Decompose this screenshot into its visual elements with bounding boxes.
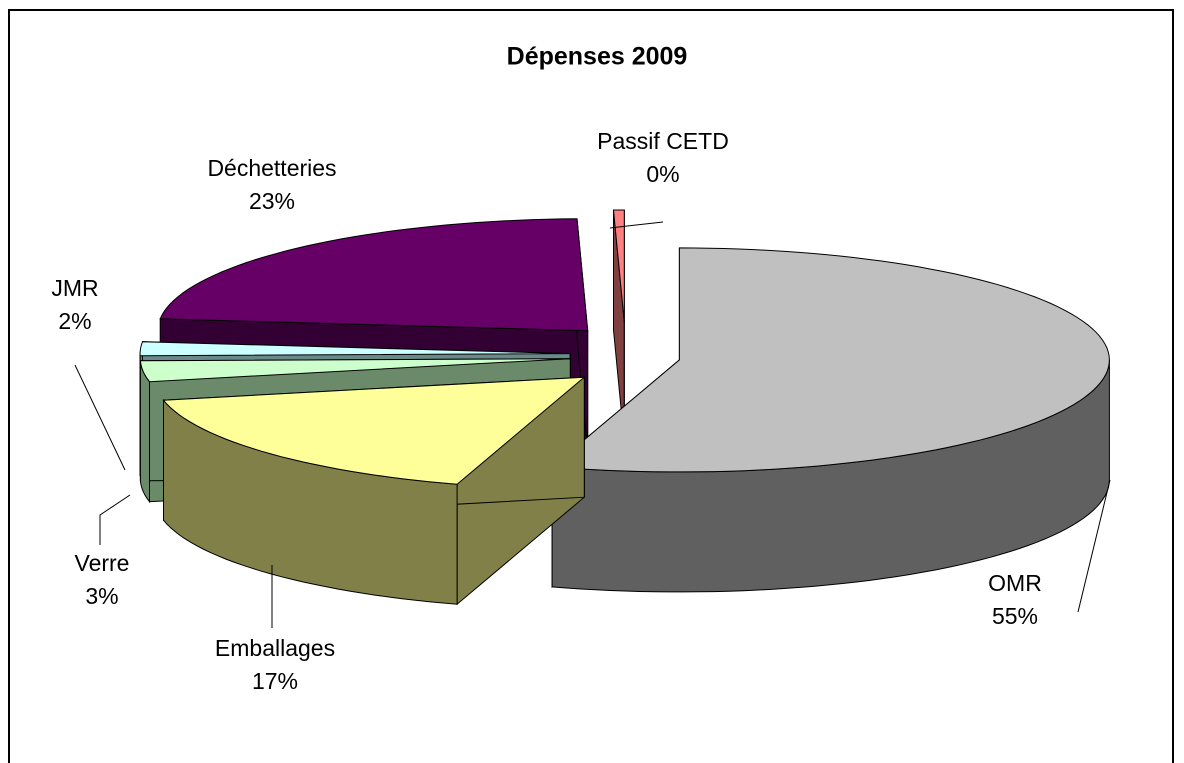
labels: OMR 55% Emballages 17% Verre 3% JMR 2% Déchetter… bbox=[51, 128, 1111, 694]
slice-value-label: 2% bbox=[58, 308, 91, 334]
leader-line bbox=[74, 364, 126, 471]
slice bbox=[550, 247, 1110, 473]
leader-line bbox=[1077, 479, 1111, 613]
pie bbox=[139, 209, 1110, 606]
leader-line bbox=[609, 221, 664, 229]
slice-label: OMR bbox=[988, 570, 1042, 596]
chart-title: Dépenses 2009 bbox=[507, 43, 688, 71]
slice-label: Déchetteries bbox=[207, 155, 336, 181]
slice-value-label: 0% bbox=[646, 161, 679, 187]
slice-value-label: 55% bbox=[992, 603, 1038, 629]
slice bbox=[612, 209, 625, 323]
slice-side bbox=[139, 360, 150, 504]
leader-line bbox=[99, 494, 131, 545]
slice-value-label: 3% bbox=[85, 583, 118, 609]
slice-label: JMR bbox=[51, 275, 98, 301]
slice bbox=[162, 376, 586, 485]
slice-label: Passif CETD bbox=[597, 128, 729, 154]
slice bbox=[139, 358, 571, 383]
slice-value-label: 23% bbox=[249, 188, 295, 214]
slice-value-label: 17% bbox=[252, 668, 298, 694]
slice bbox=[159, 218, 589, 332]
slice-label: Emballages bbox=[215, 635, 335, 661]
slice-label: Verre bbox=[75, 550, 130, 576]
slice bbox=[139, 341, 571, 357]
